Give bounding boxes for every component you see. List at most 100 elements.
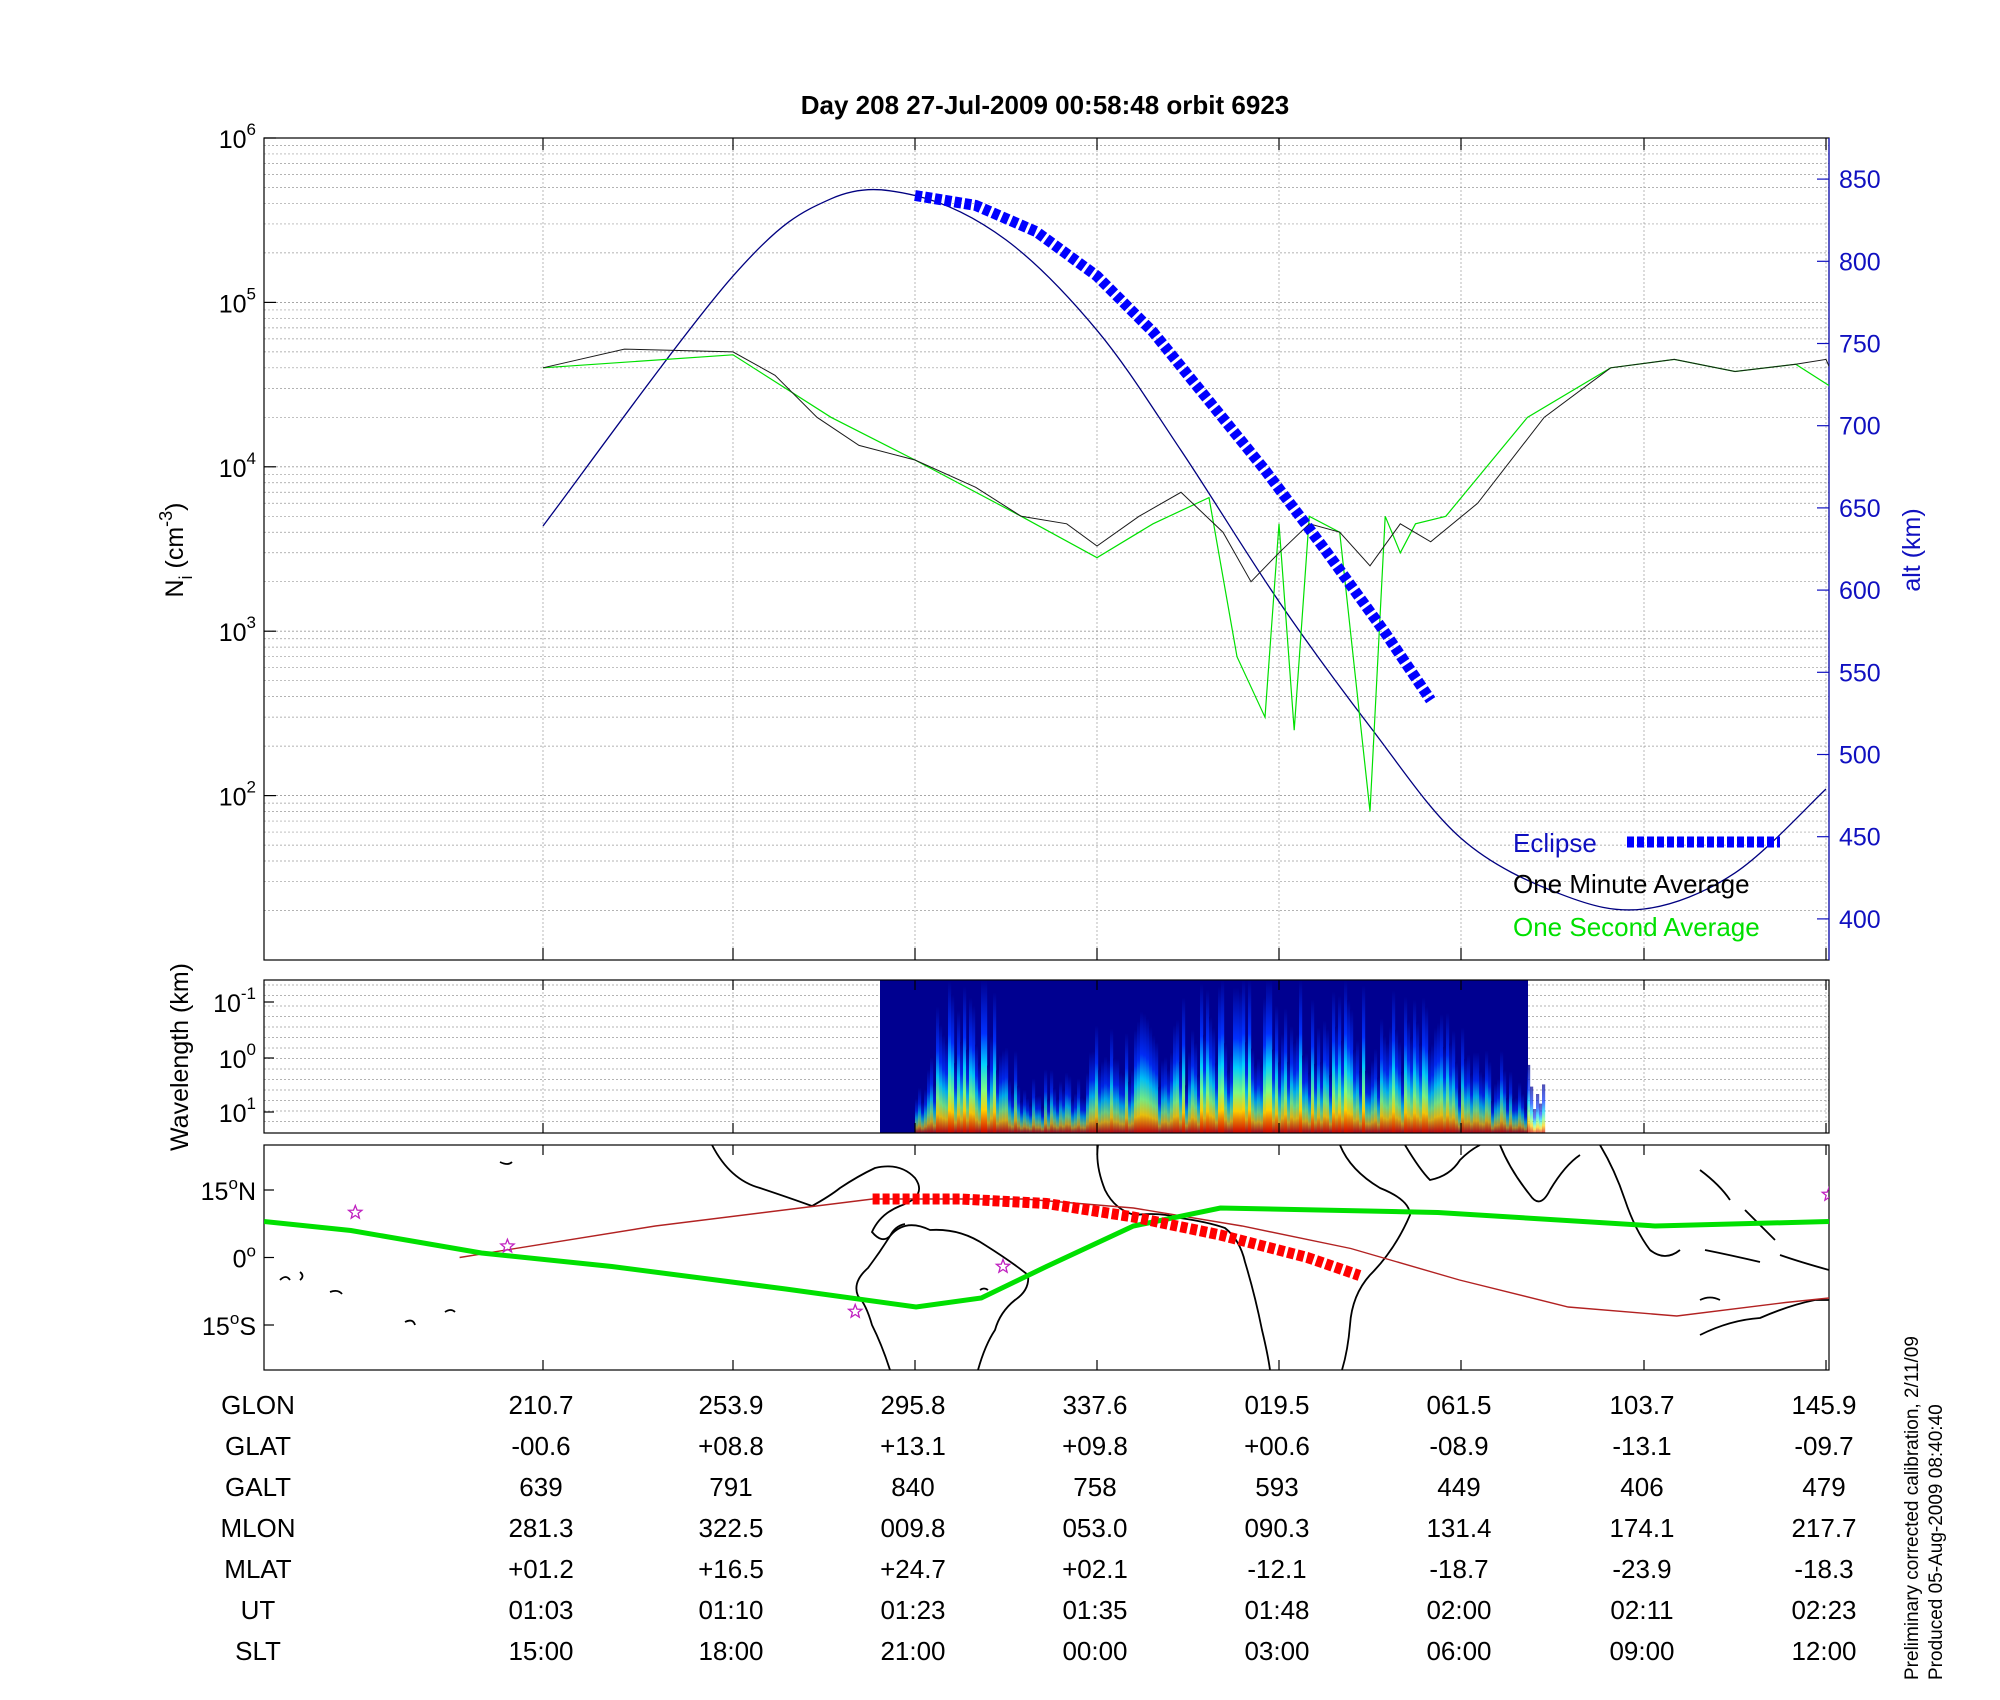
spectrogram-column — [1062, 1090, 1066, 1133]
spectrogram-column — [1320, 1062, 1324, 1133]
spectrogram-column — [1242, 980, 1246, 1133]
spectrogram-column — [924, 1089, 928, 1133]
spectrogram-column — [1260, 1065, 1264, 1133]
coast-arabia-india — [1404, 1145, 1581, 1203]
spectrogram-column — [987, 1065, 991, 1133]
spectrogram-column — [1494, 1083, 1498, 1133]
spectrogram-column — [1305, 1052, 1309, 1133]
y-tick-label: 105 — [219, 284, 256, 318]
y-tick-label: 104 — [219, 449, 256, 483]
spectrogram-column — [1011, 1091, 1015, 1133]
spectrogram-column — [1410, 1037, 1414, 1133]
table-cell: 09:00 — [1609, 1636, 1674, 1666]
spectrogram-column — [1473, 1052, 1477, 1133]
table-cell: -00.6 — [511, 1431, 570, 1461]
spectrogram-column — [1326, 1028, 1330, 1133]
spectrogram-column — [1137, 1021, 1141, 1133]
spectrogram-column — [1152, 1035, 1156, 1133]
spectrogram-column — [1092, 1051, 1096, 1133]
spectrogram-column — [1128, 1081, 1132, 1133]
spectrogram-column — [1347, 1000, 1351, 1133]
spectrogram-column — [1374, 1048, 1378, 1133]
table-cell: 02:23 — [1791, 1595, 1856, 1625]
spectrogram-column — [1014, 1050, 1018, 1133]
y2-tick-label: 700 — [1839, 413, 1881, 441]
spectrogram-column — [1191, 1029, 1195, 1133]
spectrogram-column — [954, 1063, 958, 1133]
spectrogram-column — [1140, 1011, 1144, 1133]
y2-tick-label: 400 — [1839, 906, 1881, 934]
table-cell: 406 — [1620, 1472, 1663, 1502]
spectrogram-column — [1095, 1025, 1099, 1133]
table-cell: +24.7 — [880, 1554, 946, 1584]
spectrogram-column — [1440, 1014, 1444, 1133]
coastlines — [279, 1145, 1829, 1370]
table-cell: 145.9 — [1791, 1390, 1856, 1420]
spectrogram-column — [1029, 1105, 1033, 1133]
spectrogram-x-ticks — [542, 980, 1827, 1133]
spectrogram-y-ticks: 10-1 100 101 — [213, 984, 274, 1128]
spectrogram-column — [1197, 1075, 1201, 1133]
spectrogram-column — [1278, 1062, 1282, 1133]
spectrogram-column — [981, 980, 985, 1133]
spectrogram-column — [1383, 1035, 1387, 1133]
coast-africa — [1096, 1145, 1411, 1370]
spectrogram-column — [1122, 1074, 1126, 1133]
spectrogram-column — [1119, 1072, 1123, 1133]
table-cell: 019.5 — [1244, 1390, 1309, 1420]
spectrogram-column — [1497, 1078, 1501, 1133]
coast-australia — [1699, 1299, 1829, 1336]
spectrogram-column — [1338, 995, 1342, 1133]
spectrogram-column — [1401, 1071, 1405, 1133]
spectrogram-column — [1377, 1077, 1381, 1133]
table-cell: 210.7 — [508, 1390, 573, 1420]
spectrogram-column — [1275, 1005, 1279, 1133]
table-cell: +13.1 — [880, 1431, 946, 1461]
spectrogram-column — [1257, 1058, 1261, 1133]
spectrogram-column — [1158, 1087, 1162, 1133]
spectrogram-column — [1221, 980, 1225, 1133]
table-row-label: MLAT — [224, 1554, 292, 1584]
star-icon — [1820, 1185, 1829, 1202]
spectrogram-column — [1056, 1098, 1060, 1133]
spectrogram-column — [1038, 1095, 1042, 1133]
spectrogram-column — [999, 1054, 1003, 1133]
spectrogram-column — [1488, 1061, 1492, 1133]
spectrogram-column — [1188, 1051, 1192, 1133]
table-cell: +16.5 — [698, 1554, 764, 1584]
top-y2-ticks: 850 800 750 700 650 600 550 500 450 400 — [1817, 166, 1881, 934]
spectrogram-column — [918, 1087, 922, 1133]
spectrogram-column — [1446, 1013, 1450, 1133]
spectrogram-column — [993, 992, 997, 1133]
one-minute-average-line — [542, 348, 1829, 583]
spectrogram-column — [1542, 1084, 1546, 1133]
svg-text:Ni (cm-3): Ni (cm-3) — [156, 502, 196, 597]
top-grid — [264, 137, 1829, 960]
table-cell: 01:23 — [880, 1595, 945, 1625]
table-cell: 01:48 — [1244, 1595, 1309, 1625]
coast-southeast-asia — [1599, 1145, 1829, 1271]
table-cell: 840 — [891, 1472, 934, 1502]
table-cell: 01:35 — [1062, 1595, 1127, 1625]
spectrogram-column — [939, 1024, 943, 1133]
map-frame — [263, 1144, 1830, 1371]
spectrogram-column — [1149, 1026, 1153, 1133]
spectrogram-column — [1350, 1009, 1354, 1133]
spectrogram-column — [1248, 980, 1252, 1133]
spectrogram-column — [1170, 1052, 1174, 1133]
spectrogram-column — [1461, 1027, 1465, 1133]
table-cell: +01.2 — [508, 1554, 574, 1584]
spectrogram-column — [1287, 1062, 1291, 1133]
spectrogram-column — [1005, 1047, 1009, 1133]
spectrogram-column — [1428, 1050, 1432, 1133]
spectrogram-column — [1143, 1013, 1147, 1133]
spectrogram-column — [1296, 1034, 1300, 1133]
eclipse-line — [914, 190, 1436, 704]
density-panel: 106 105 104 103 102 850 800 750 700 650 600 550 500… — [156, 90, 1926, 961]
spectrogram-column — [1476, 1052, 1480, 1133]
spectrogram-column — [1269, 980, 1273, 1133]
table-cell: +00.6 — [1244, 1431, 1310, 1461]
spectrogram-column — [1368, 1072, 1372, 1133]
spectrogram-column — [1032, 1078, 1036, 1133]
table-row-label: UT — [241, 1595, 276, 1625]
